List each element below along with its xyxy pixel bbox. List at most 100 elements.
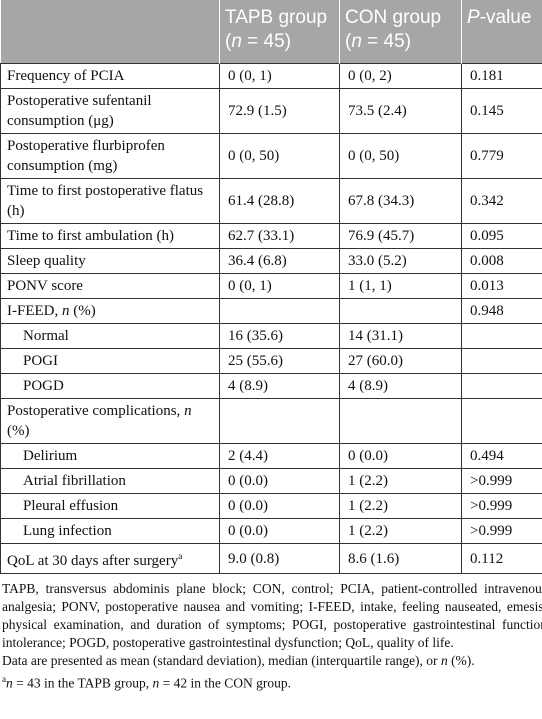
value-cell: 33.0 (5.2) [339, 248, 462, 274]
italic-text: n [231, 31, 242, 52]
text: Time to first ambulation (h) [7, 228, 174, 244]
footnotes: TAPB, transversus abdominis plane block;… [0, 574, 542, 693]
row-label: Postoperative sufentanil consumption (μg… [0, 88, 220, 134]
superscript: a [178, 551, 183, 561]
text: POGD [23, 378, 64, 394]
value-cell: 0.181 [461, 63, 542, 89]
text: (%) [7, 423, 30, 439]
value-cell: 0 (0, 1) [219, 273, 340, 299]
cell-text: 0.145 [470, 103, 504, 119]
row-label: Normal [0, 323, 220, 349]
header-row: TAPB group (n = 45) CON group (n = 45) P-val… [0, 0, 542, 64]
value-cell: 9.0 (0.8) [219, 543, 340, 574]
value-cell [219, 298, 340, 324]
row-label: Time to first postoperative flatus (h) [0, 178, 220, 224]
row-label: I-FEED, n (%) [0, 298, 220, 324]
text: ( [225, 31, 232, 52]
cell-text: 1 (2.2) [348, 498, 388, 514]
table-row: Normal 16 (35.6) 14 (31.1) [0, 323, 542, 349]
value-cell: 0 (0.0) [219, 493, 340, 519]
cell-text: 25 (55.6) [228, 353, 283, 369]
row-label: Time to first ambulation (h) [0, 223, 220, 249]
cell-text: 2 (4.4) [228, 448, 268, 464]
cell-text: 0 (0, 1) [228, 278, 272, 294]
text: Postoperative complications, [7, 403, 185, 419]
cell-text: 0 (0.0) [228, 523, 268, 539]
cell-text: 76.9 (45.7) [348, 228, 415, 244]
cell-text: 8.6 (1.6) [348, 550, 400, 567]
text: (%). [447, 653, 475, 668]
cell-text: >0.999 [470, 473, 513, 489]
value-cell: 4 (8.9) [219, 373, 340, 399]
cell-text: 72.9 (1.5) [228, 103, 287, 119]
value-cell: 25 (55.6) [219, 348, 340, 374]
value-cell [461, 373, 542, 399]
value-cell: 16 (35.6) [219, 323, 340, 349]
cell-text: 0.112 [470, 550, 504, 567]
italic-text: P [467, 7, 480, 28]
cell-text: 0.779 [470, 148, 504, 164]
row-label: Pleural effusion [0, 493, 220, 519]
table-row: Frequency of PCIA 0 (0, 1) 0 (0, 2) 0.181 [0, 63, 542, 89]
table-row: Postoperative flurbiprofen consumption (… [0, 133, 542, 179]
table-row: I-FEED, n (%) 0.948 [0, 298, 542, 324]
value-cell: 61.4 (28.8) [219, 178, 340, 224]
row-label: Frequency of PCIA [0, 63, 220, 89]
table-row: Lung infection 0 (0.0) 1 (2.2) >0.999 [0, 518, 542, 544]
value-cell: 0.112 [461, 543, 542, 574]
italic-text: n [152, 675, 160, 691]
row-label: Delirium [0, 443, 220, 469]
value-cell: 4 (8.9) [339, 373, 462, 399]
value-cell: 0.342 [461, 178, 542, 224]
text: Time to first postoperative flatus (h) [7, 183, 204, 219]
value-cell [339, 398, 462, 444]
value-cell: 14 (31.1) [339, 323, 462, 349]
value-cell: 62.7 (33.1) [219, 223, 340, 249]
value-cell: 1 (2.2) [339, 493, 462, 519]
header-cell: P-value [461, 0, 542, 64]
footnote: an = 43 in the TAPB group, n = 42 in the… [2, 670, 542, 693]
row-label: Atrial fibrillation [0, 468, 220, 494]
text: I-FEED, [7, 303, 62, 319]
cell-text: 0.008 [470, 253, 504, 269]
value-cell: 73.5 (2.4) [339, 88, 462, 134]
table-row: Time to first ambulation (h) 62.7 (33.1) 7… [0, 223, 542, 249]
cell-text: 0 (0.0) [228, 498, 268, 514]
italic-text: n [62, 303, 70, 319]
cell-text: 33.0 (5.2) [348, 253, 407, 269]
table-row: POGD 4 (8.9) 4 (8.9) [0, 373, 542, 399]
text: PONV score [7, 278, 83, 294]
cell-text: 0 (0.0) [348, 448, 388, 464]
value-cell: 0.948 [461, 298, 542, 324]
cell-text: >0.999 [470, 523, 513, 539]
value-cell: >0.999 [461, 468, 542, 494]
cell-text: 1 (2.2) [348, 523, 388, 539]
text: Sleep quality [7, 253, 86, 269]
text: Lung infection [23, 523, 112, 539]
italic-text: n [6, 675, 13, 691]
text: -value [479, 7, 532, 28]
row-label: PONV score [0, 273, 220, 299]
cell-text: 14 (31.1) [348, 328, 403, 344]
footnote: TAPB, transversus abdominis plane block;… [2, 580, 542, 652]
value-cell: 0.779 [461, 133, 542, 179]
cell-text: 27 (60.0) [348, 353, 403, 369]
italic-text: n [440, 653, 448, 668]
cell-text: 4 (8.9) [228, 378, 268, 394]
value-cell [461, 323, 542, 349]
text: = 45) [361, 31, 412, 52]
text: Atrial fibrillation [23, 473, 126, 489]
superscript: a [2, 674, 6, 684]
text: = 45) [241, 31, 292, 52]
row-label: Postoperative flurbiprofen consumption (… [0, 133, 220, 179]
text: = 42 in the CON group. [159, 675, 292, 691]
row-label: Sleep quality [0, 248, 220, 274]
header-cell [0, 0, 220, 64]
table-row: Postoperative complications, n (%) [0, 398, 542, 444]
value-cell: 0 (0.0) [219, 518, 340, 544]
cell-text: 4 (8.9) [348, 378, 388, 394]
table-row: Delirium 2 (4.4) 0 (0.0) 0.494 [0, 443, 542, 469]
text: TAPB group [225, 7, 328, 28]
row-label: QoL at 30 days after surgerya [0, 543, 220, 574]
